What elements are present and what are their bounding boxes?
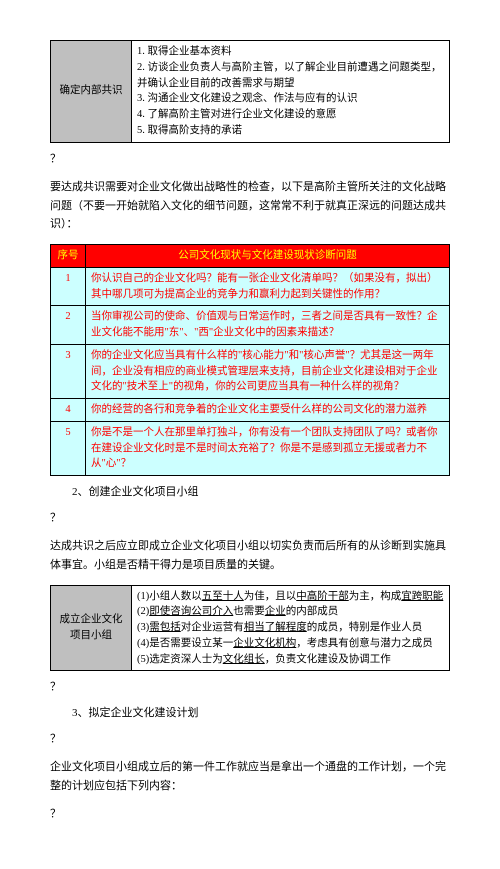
- t3-li1: (1)小组人数以五至十人为佳，且以中高阶干部为主，构成宜跨职能: [137, 589, 444, 605]
- table1-content: 1. 取得企业基本资料 2. 访谈企业负责人与高阶主管，以了解企业目前遭遇之问题…: [132, 41, 450, 143]
- s-idx-3: 3: [51, 344, 86, 398]
- team-table: 成立企业文化项目小组 (1)小组人数以五至十人为佳，且以中高阶干部为主，构成宜跨…: [50, 585, 450, 672]
- s-idx-4: 4: [51, 399, 86, 422]
- t1-item5: 5. 取得高阶支持的承诺: [137, 123, 444, 139]
- s-txt-1: 你认识自己的企业文化吗？能有一张企业文化清单吗？（如果没有，拟出）其中哪几项可为…: [86, 267, 450, 306]
- consensus-table: 确定内部共识 1. 取得企业基本资料 2. 访谈企业负责人与高阶主管，以了解企业…: [50, 40, 450, 143]
- q-mark-2: ？: [50, 510, 450, 528]
- t3-li3: (3)需包括对企业运营有相当了解程度的成员，特别是作业人员: [137, 620, 444, 636]
- t1-item4: 4. 了解高阶主管对进行企业文化建设的意愿: [137, 107, 444, 123]
- q-mark-3: ？: [50, 679, 450, 697]
- table1-header: 确定内部共识: [51, 41, 132, 143]
- t3-li5: (5)选定资深人士为文化组长，负责文化建设及协调工作: [137, 652, 444, 668]
- s-idx-5: 5: [51, 421, 86, 475]
- q-mark-4: ？: [50, 731, 450, 749]
- t1-item2: 2. 访谈企业负责人与高阶主管，以了解企业目前遭遇之问题类型，并确认企业目前的改…: [137, 60, 444, 92]
- s-txt-2: 当你审视公司的使命、价值观与日常运作时，三者之间是否具有一致性？企业文化能不能用…: [86, 306, 450, 345]
- paragraph-3: 企业文化项目小组成立后的第一件工作就应当是拿出一个通盘的工作计划，一个完整的计划…: [50, 758, 450, 795]
- strategy-col2: 公司文化现状与文化建设现状诊断问题: [86, 245, 450, 268]
- q-mark-5: ？: [50, 806, 450, 824]
- table3-header: 成立企业文化项目小组: [51, 585, 132, 671]
- s-txt-5: 你是不是一个人在那里单打独斗，你有没有一个团队支持团队了吗？或者你在建设企业文化…: [86, 421, 450, 475]
- paragraph-2: 达成共识之后应立即成立企业文化项目小组以切实负责而后所有的从诊断到实施具体事宜。…: [50, 537, 450, 574]
- q-mark-1: ？: [50, 151, 450, 169]
- paragraph-1: 要达成共识需要对企业文化做出战略性的检查，以下是高阶主管所关注的文化战略问题（不…: [50, 178, 450, 234]
- strategy-col1: 序号: [51, 245, 86, 268]
- table3-content: (1)小组人数以五至十人为佳，且以中高阶干部为主，构成宜跨职能 (2)即使咨询公…: [132, 585, 450, 671]
- heading-2: 2、创建企业文化项目小组: [50, 484, 450, 502]
- t1-item3: 3. 沟通企业文化建设之观念、作法与应有的认识: [137, 91, 444, 107]
- s-idx-2: 2: [51, 306, 86, 345]
- t3-li4: (4)是否需要设立某一企业文化机构，考虑具有创意与潜力之成员: [137, 636, 444, 652]
- s-txt-4: 你的经营的各行和竞争着的企业文化主要受什么样的公司文化的潜力滋养: [86, 399, 450, 422]
- s-txt-3: 你的企业文化应当具有什么样的"核心能力"和"核心声誉"？尤其是这一两年间，企业没…: [86, 344, 450, 398]
- strategy-table: 序号 公司文化现状与文化建设现状诊断问题 1你认识自己的企业文化吗？能有一张企业…: [50, 244, 450, 476]
- t1-item1: 1. 取得企业基本资料: [137, 44, 444, 60]
- s-idx-1: 1: [51, 267, 86, 306]
- t3-li2: (2)即使咨询公司介入也需要企业的内部成员: [137, 604, 444, 620]
